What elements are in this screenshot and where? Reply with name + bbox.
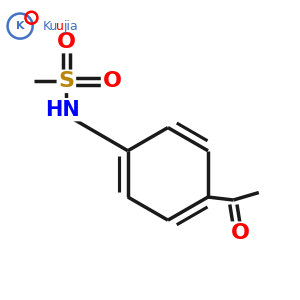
Text: u: u <box>56 20 64 33</box>
Text: K: K <box>16 21 24 31</box>
Text: jia: jia <box>63 20 78 33</box>
Text: O: O <box>57 32 76 52</box>
Text: O: O <box>231 223 250 243</box>
Text: Ku: Ku <box>43 20 58 33</box>
Text: O: O <box>103 71 122 91</box>
Text: HN: HN <box>45 100 80 120</box>
Text: S: S <box>58 71 74 91</box>
